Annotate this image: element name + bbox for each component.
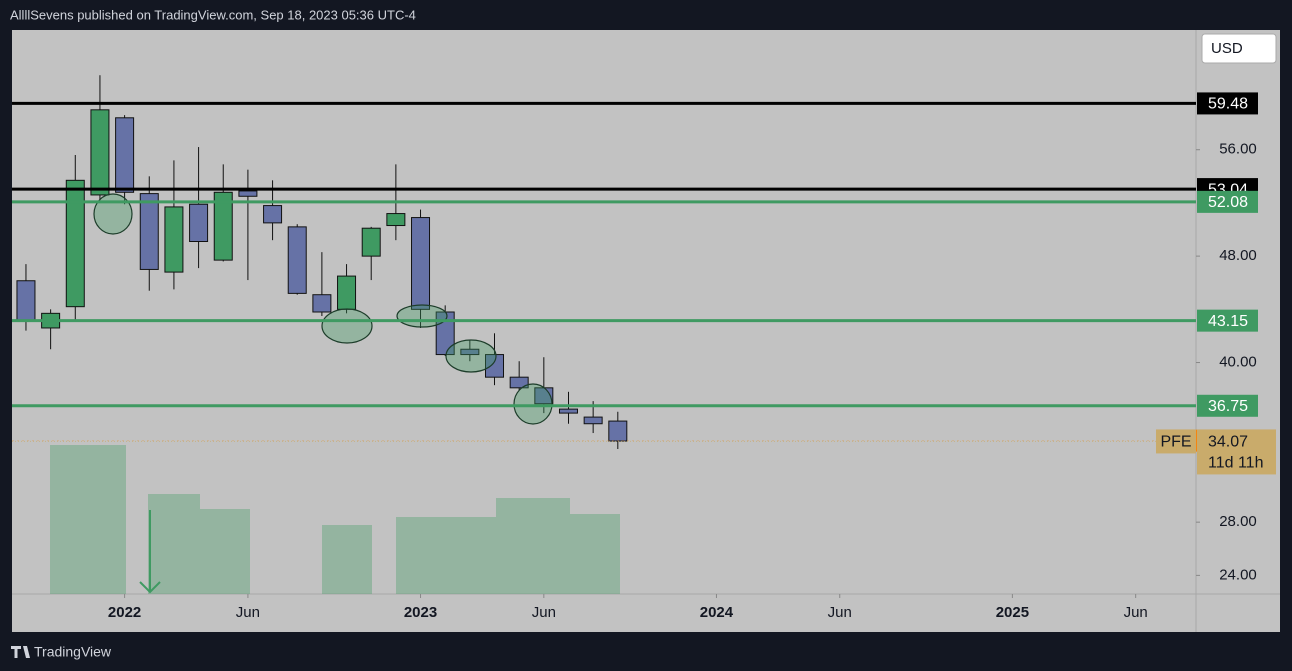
candle-body [411, 217, 431, 310]
highlight [200, 509, 250, 594]
last-symbol: PFE [1160, 434, 1191, 451]
x-tick-label: Jun [236, 604, 260, 621]
level-label-box [1197, 92, 1258, 115]
arrow [139, 581, 161, 594]
level-label: 36.75 [1208, 398, 1248, 415]
last-symbol-box [1156, 429, 1196, 454]
highlight [322, 525, 372, 594]
highlight [396, 517, 496, 594]
candle-body [90, 109, 110, 196]
candle-body [65, 179, 85, 308]
level-label-box [1197, 309, 1258, 332]
currency: USD [1211, 40, 1243, 57]
candle-body [485, 354, 505, 378]
y-tick-label: 56.00 [1219, 141, 1257, 158]
x-tick-label: 2022 [108, 604, 141, 621]
y-tick-label: 40.00 [1219, 354, 1257, 371]
annotations [93, 193, 553, 425]
candle-body [608, 420, 628, 442]
candle-body [509, 376, 529, 389]
level-label: 52.08 [1208, 194, 1248, 211]
x-tick-label: Jun [828, 604, 852, 621]
header: AllllSevens published on TradingView.com… [10, 7, 416, 22]
highlight [148, 494, 200, 594]
level-label-box [1197, 190, 1258, 213]
candle-body [386, 213, 406, 227]
last-price-box [1197, 429, 1276, 475]
circle [93, 193, 133, 235]
circle [321, 308, 373, 344]
x-tick-label: 2024 [700, 604, 734, 621]
x-tick-label: Jun [1124, 604, 1148, 621]
candle-body [460, 348, 480, 356]
y-tick-label: 48.00 [1219, 247, 1257, 264]
chart-area [12, 30, 1280, 632]
highlight [50, 445, 126, 594]
circle [445, 339, 497, 373]
candle-body [213, 191, 233, 261]
logo [11, 646, 30, 658]
circle [513, 383, 553, 425]
circle [396, 304, 448, 328]
candle-body [312, 294, 332, 313]
candle-body [558, 408, 578, 414]
candle-body [583, 416, 603, 425]
candle-body [164, 206, 184, 273]
candle-body [337, 275, 357, 310]
y-tick-label: 24.00 [1219, 566, 1257, 583]
x-tick-label: 2023 [404, 604, 437, 621]
brand: TradingView [34, 644, 112, 660]
y-tick-label: 28.00 [1219, 513, 1257, 530]
countdown: 11d 11h [1208, 455, 1263, 472]
candle-body [287, 226, 307, 294]
candle-body [189, 203, 209, 242]
x-tick-label: 2025 [996, 604, 1029, 621]
volume-highlights [50, 445, 620, 594]
candle-body [263, 205, 283, 224]
level-label: 59.48 [1208, 96, 1248, 113]
highlight [570, 514, 620, 594]
candle-body [361, 227, 381, 257]
plot [16, 75, 628, 450]
level-label-box [1197, 394, 1258, 417]
last-price: 34.07 [1208, 434, 1248, 451]
candle-body [238, 190, 258, 197]
currency-button[interactable] [1201, 33, 1277, 64]
candle-body [115, 117, 135, 193]
candle-body [16, 280, 36, 322]
highlight [496, 498, 570, 594]
level-label: 43.15 [1208, 313, 1248, 330]
candle-body [139, 193, 159, 270]
x-tick-label: Jun [532, 604, 556, 621]
